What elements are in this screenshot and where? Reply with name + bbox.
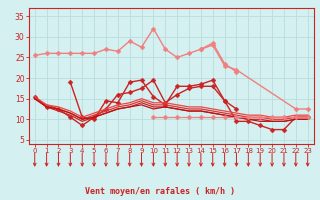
Text: Vent moyen/en rafales ( km/h ): Vent moyen/en rafales ( km/h ) xyxy=(85,187,235,196)
